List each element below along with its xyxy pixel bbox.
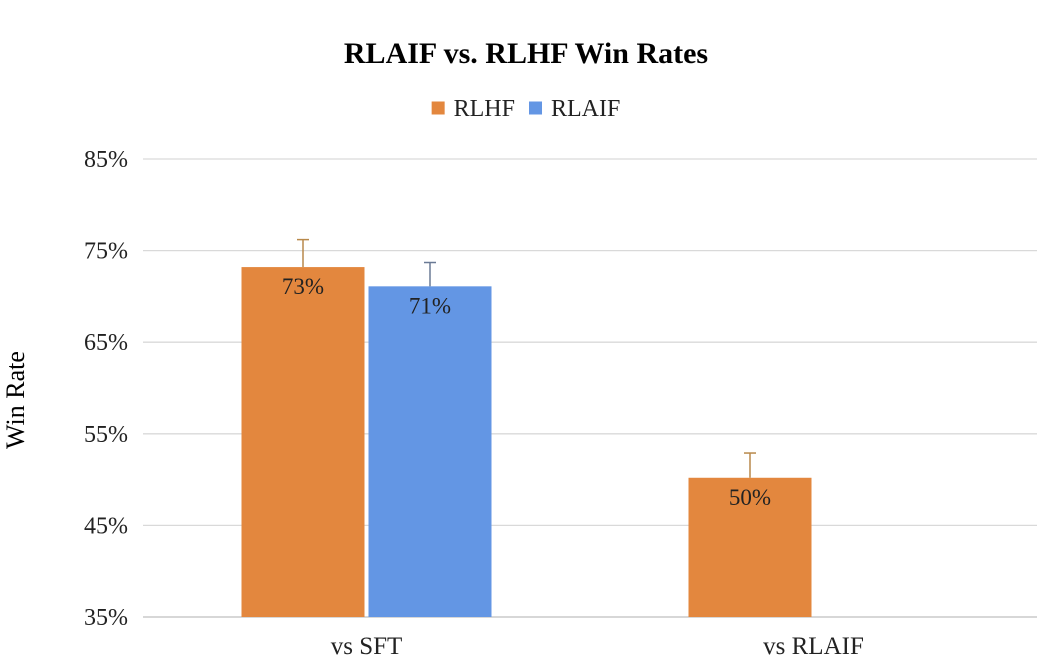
y-tick-label: 55%: [84, 422, 128, 448]
data-labels: 73% 71% 50%: [282, 274, 771, 510]
data-label: 73%: [282, 274, 324, 299]
bar-rlaif-1: [368, 286, 492, 617]
chart-title: RLAIF vs. RLHF Win Rates: [344, 37, 708, 70]
bars: [241, 267, 812, 617]
x-tick-label: vs SFT: [331, 633, 403, 660]
data-label: 71%: [409, 293, 451, 318]
error-bars: [297, 238, 756, 478]
legend-swatch-rlhf: [431, 101, 445, 115]
data-label: 50%: [729, 485, 771, 510]
legend-swatch-rlaif: [529, 101, 543, 115]
x-tick-label: vs RLAIF: [763, 633, 864, 660]
y-axis-title: Win Rate: [1, 351, 30, 449]
y-tick-label: 85%: [84, 147, 128, 173]
y-tick-label: 35%: [84, 605, 128, 631]
legend: RLHF RLAIF: [431, 96, 620, 122]
y-tick-label: 45%: [84, 513, 128, 539]
legend-label-rlhf: RLHF: [454, 96, 515, 122]
legend-label-rlaif: RLAIF: [551, 96, 620, 122]
bar-rlhf-1: [241, 267, 365, 617]
y-tick-label: 65%: [84, 330, 128, 356]
bar-rlhf-2: [688, 477, 812, 617]
y-axis: 35% 45% 55% 65% 75% 85%: [84, 147, 128, 631]
y-tick-label: 75%: [84, 239, 128, 265]
x-axis: vs SFT vs RLAIF: [331, 633, 864, 660]
